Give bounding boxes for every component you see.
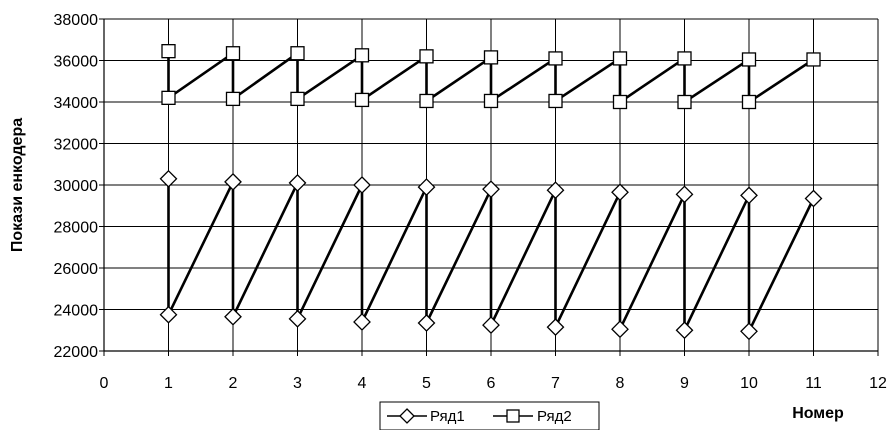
diamond-marker xyxy=(224,307,242,326)
square-marker xyxy=(483,50,499,65)
diamond-marker xyxy=(611,183,629,202)
square-marker xyxy=(677,94,692,110)
square-marker xyxy=(161,44,176,59)
diamond-marker xyxy=(804,189,823,208)
square-marker xyxy=(290,91,305,107)
square-marker xyxy=(419,93,434,109)
square-marker xyxy=(483,93,499,109)
y-axis-title: Покази енкодера xyxy=(9,118,26,252)
y-tick-label: 28000 xyxy=(54,220,99,237)
y-tick-label: 24000 xyxy=(54,303,99,320)
series-line-1 xyxy=(167,178,815,332)
x-tick-label: 3 xyxy=(293,375,302,392)
tick-labels: 22000 24000 26000 28000 30000 32000 34000 36000… xyxy=(54,12,888,392)
y-tick-label: 26000 xyxy=(54,261,99,278)
diamond-marker xyxy=(546,318,565,337)
diamond-marker xyxy=(288,309,307,328)
diamond-marker xyxy=(740,186,758,205)
square-marker xyxy=(677,51,692,66)
diamond-marker xyxy=(417,314,436,332)
diamond-marker xyxy=(353,313,371,331)
y-tick-label: 22000 xyxy=(54,344,99,361)
y-tick-label: 38000 xyxy=(54,12,99,29)
x-tick-label: 9 xyxy=(680,375,689,392)
square-marker xyxy=(161,90,176,105)
diamond-marker xyxy=(417,178,436,196)
y-tick-label: 30000 xyxy=(54,178,99,195)
square-marker xyxy=(548,93,563,109)
legend-label-series1: Ряд1 xyxy=(430,408,465,425)
axes xyxy=(99,18,879,356)
x-tick-label: 5 xyxy=(422,375,431,392)
diamond-marker xyxy=(482,316,500,334)
diamond-marker xyxy=(288,174,307,192)
diamond-marker xyxy=(482,180,500,199)
square-marker xyxy=(741,52,757,67)
square-marker xyxy=(419,49,434,64)
legend: Ряд1 Ряд2 xyxy=(379,401,600,430)
square-marker xyxy=(354,92,370,108)
square-marker xyxy=(806,52,821,67)
x-axis-title: Номер xyxy=(792,405,844,422)
square-marker xyxy=(225,91,241,107)
square-marker xyxy=(354,48,370,63)
y-tick-label: 32000 xyxy=(54,137,99,154)
x-tick-label: 0 xyxy=(100,375,109,392)
diamond-marker xyxy=(159,169,178,188)
x-tick-label: 1 xyxy=(164,375,173,392)
diamond-marker xyxy=(740,322,758,341)
x-tick-label: 8 xyxy=(616,375,625,392)
x-tick-label: 6 xyxy=(487,375,496,392)
square-marker xyxy=(225,46,241,61)
x-tick-label: 12 xyxy=(869,375,887,392)
diamond-marker xyxy=(224,172,242,191)
x-tick-label: 4 xyxy=(358,375,367,392)
square-marker xyxy=(290,46,305,61)
series-layer xyxy=(159,44,823,341)
diamond-marker xyxy=(611,320,629,339)
x-tick-label: 11 xyxy=(805,375,822,392)
diamond-marker xyxy=(675,185,694,204)
diamond-marker xyxy=(546,181,565,200)
legend-diamond-marker-icon xyxy=(399,408,415,424)
x-tick-label: 2 xyxy=(229,375,238,392)
legend-square-marker-icon xyxy=(506,409,520,423)
diamond-marker xyxy=(675,321,694,340)
square-marker xyxy=(612,94,628,110)
square-marker xyxy=(548,51,563,66)
y-tick-label: 36000 xyxy=(54,54,99,71)
y-tick-label: 34000 xyxy=(54,95,99,112)
square-marker xyxy=(741,94,757,110)
diamond-marker xyxy=(159,305,178,324)
x-tick-label: 7 xyxy=(551,375,560,392)
legend-label-series2: Ряд2 xyxy=(537,408,572,425)
x-tick-label: 10 xyxy=(740,375,758,392)
square-marker xyxy=(612,51,628,66)
diamond-marker xyxy=(353,176,371,194)
